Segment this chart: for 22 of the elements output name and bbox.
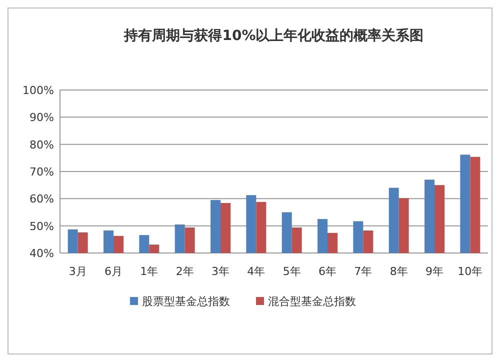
- y-tick-label: 50%: [30, 220, 54, 233]
- x-tick-label: 3年: [212, 265, 230, 278]
- chart-title: 持有周期与获得10%以上年化收益的概率关系图: [123, 27, 424, 44]
- y-tick-label: 70%: [30, 166, 54, 178]
- legend-label: 混合型基金总指数: [268, 295, 356, 308]
- x-tick-label: 6年: [318, 265, 336, 278]
- y-tick-label: 80%: [30, 138, 54, 152]
- x-tick-label: 2年: [176, 265, 194, 278]
- x-tick-label: 9年: [426, 265, 444, 278]
- x-tick-label: 6月: [104, 265, 122, 278]
- legend-label: 股票型基金总指数: [142, 295, 230, 308]
- y-tick-label: 60%: [30, 192, 54, 206]
- x-tick-label: 3月: [68, 265, 87, 278]
- x-tick-label: 10年: [458, 265, 483, 278]
- y-tick-label: 40%: [30, 247, 54, 260]
- x-tick-label: 4年: [247, 265, 266, 278]
- y-tick-label: 100%: [22, 84, 54, 97]
- x-tick-label: 5年: [282, 265, 301, 278]
- x-tick-label: 7年: [354, 265, 372, 278]
- x-tick-label: 1年: [140, 265, 158, 278]
- x-tick-label: 8年: [390, 265, 408, 278]
- y-tick-label: 90%: [30, 111, 54, 124]
